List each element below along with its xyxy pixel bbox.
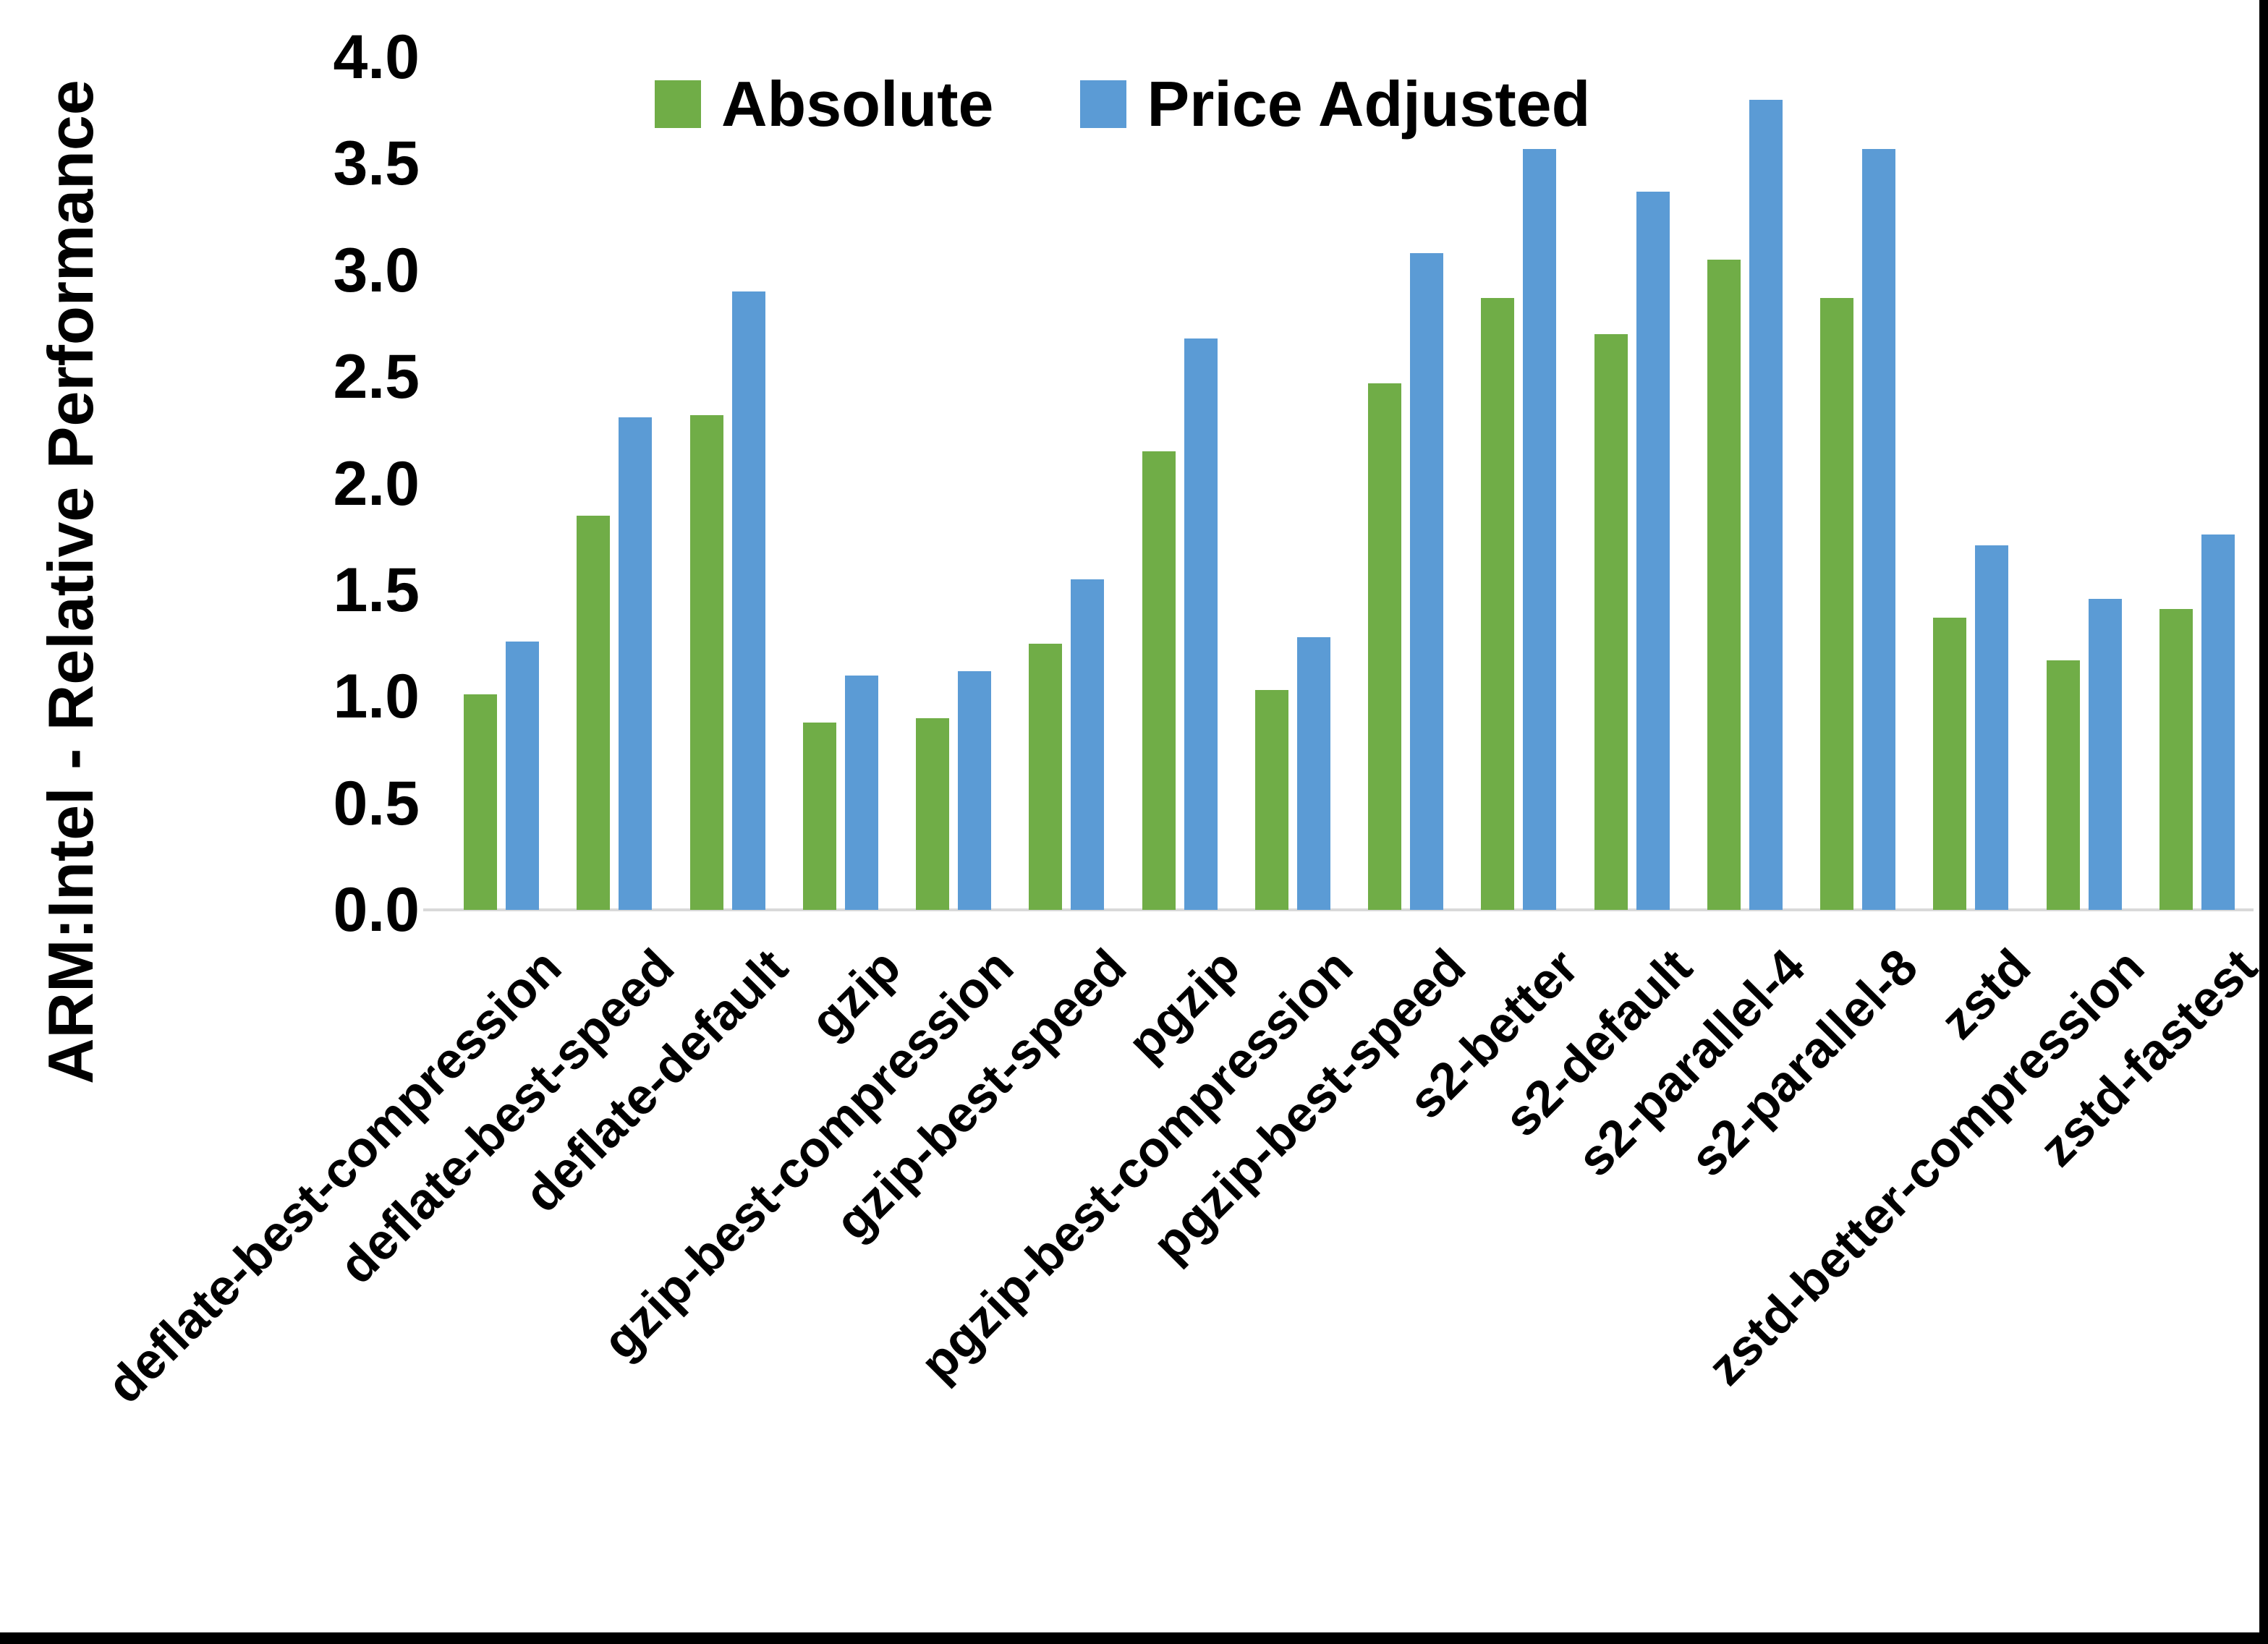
y-tick-label: 3.0 [333, 235, 420, 305]
bar-absolute-pgzip-best-speed [1368, 383, 1401, 910]
bar-price-adjusted-gzip-best-speed [1071, 579, 1105, 910]
x-axis-label-zstd-better-compression: zstd-better-compression [1696, 938, 2154, 1396]
x-axis-label-s2-default: s2-default [1492, 938, 1702, 1148]
legend-swatch-price-adjusted-icon [1080, 80, 1127, 128]
bar-absolute-deflate-best-compression [464, 694, 497, 910]
bar-absolute-s2-parallel-8 [1820, 298, 1853, 910]
x-axis-label-deflate-best-compression: deflate-best-compression [95, 938, 572, 1414]
bar-absolute-s2-default [1594, 334, 1628, 910]
y-tick-label: 0.0 [333, 875, 420, 945]
x-axis-label-zstd-fastest: zstd-fastest [2028, 938, 2268, 1177]
bar-price-adjusted-zstd-fastest [2201, 534, 2235, 910]
legend: Absolute Price Adjusted [655, 72, 1590, 136]
x-axis-line [423, 908, 2254, 911]
bar-price-adjusted-deflate-best-compression [506, 641, 539, 910]
x-axis-label-pgzip-best-speed: pgzip-best-speed [1142, 938, 1477, 1273]
bar-absolute-pgzip-best-compression [1254, 690, 1288, 910]
y-axis-title: ARM:Intel - Relative Performance [35, 80, 106, 1085]
legend-item-price-adjusted: Price Adjusted [1080, 72, 1590, 136]
x-axis-label-gzip-best-speed: gzip-best-speed [824, 938, 1137, 1251]
legend-item-absolute: Absolute [655, 72, 993, 136]
x-axis-label-pgzip: pgzip [1116, 938, 1250, 1072]
bar-price-adjusted-zstd [1975, 545, 2009, 910]
bar-price-adjusted-s2-better [1523, 148, 1557, 910]
bar-absolute-pgzip [1142, 451, 1176, 910]
bar-absolute-zstd-better-compression [2046, 660, 2080, 910]
bar-absolute-gzip-best-speed [1029, 643, 1063, 910]
x-axis-label-pgzip-best-compression: pgzip-best-compression [909, 938, 1364, 1392]
y-tick-label: 1.0 [333, 662, 420, 732]
bar-price-adjusted-deflate-default [731, 291, 765, 910]
bar-absolute-s2-parallel-4 [1707, 260, 1741, 910]
bar-absolute-zstd [1933, 618, 1967, 910]
x-axis-label-s2-better: s2-better [1398, 938, 1589, 1130]
y-tick-label: 0.5 [333, 768, 420, 838]
y-tick-label: 2.5 [333, 342, 420, 412]
y-tick-label: 2.0 [333, 448, 420, 519]
x-axis-label-gzip: gzip [799, 938, 912, 1050]
bar-price-adjusted-pgzip-best-speed [1410, 253, 1443, 910]
x-axis-label-zstd: zstd [1929, 938, 2042, 1050]
y-tick-label: 4.0 [333, 22, 420, 92]
bar-price-adjusted-pgzip [1184, 338, 1218, 910]
plot-area [443, 57, 2254, 910]
x-axis-label-s2-parallel-8: s2-parallel-8 [1679, 938, 1929, 1188]
bar-absolute-gzip [802, 722, 836, 910]
bar-price-adjusted-gzip [844, 675, 878, 910]
x-axis-label-deflate-default: deflate-default [513, 938, 798, 1223]
legend-label-price-adjusted: Price Adjusted [1147, 68, 1591, 140]
x-axis-label-s2-parallel-4: s2-parallel-4 [1566, 938, 1816, 1188]
x-axis-label-deflate-best-speed: deflate-best-speed [328, 938, 685, 1295]
bar-price-adjusted-pgzip-best-compression [1296, 636, 1330, 910]
bar-price-adjusted-zstd-better-compression [2088, 598, 2122, 910]
bar-absolute-deflate-default [689, 415, 723, 910]
bar-absolute-deflate-best-speed [577, 515, 611, 910]
bar-price-adjusted-s2-default [1636, 191, 1670, 910]
bar-price-adjusted-s2-parallel-4 [1749, 99, 1783, 910]
bar-price-adjusted-gzip-best-compression [958, 670, 991, 910]
bar-price-adjusted-deflate-best-speed [619, 417, 653, 910]
legend-label-absolute: Absolute [721, 68, 994, 140]
y-tick-label: 3.5 [333, 129, 420, 199]
bar-absolute-s2-better [1481, 298, 1515, 910]
bar-price-adjusted-s2-parallel-8 [1862, 148, 1895, 910]
bar-absolute-gzip-best-compression [916, 717, 949, 910]
y-tick-label: 1.5 [333, 555, 420, 625]
bar-absolute-zstd-fastest [2159, 609, 2193, 910]
x-axis-label-gzip-best-compression: gzip-best-compression [592, 938, 1024, 1371]
legend-swatch-absolute-icon [655, 80, 701, 128]
